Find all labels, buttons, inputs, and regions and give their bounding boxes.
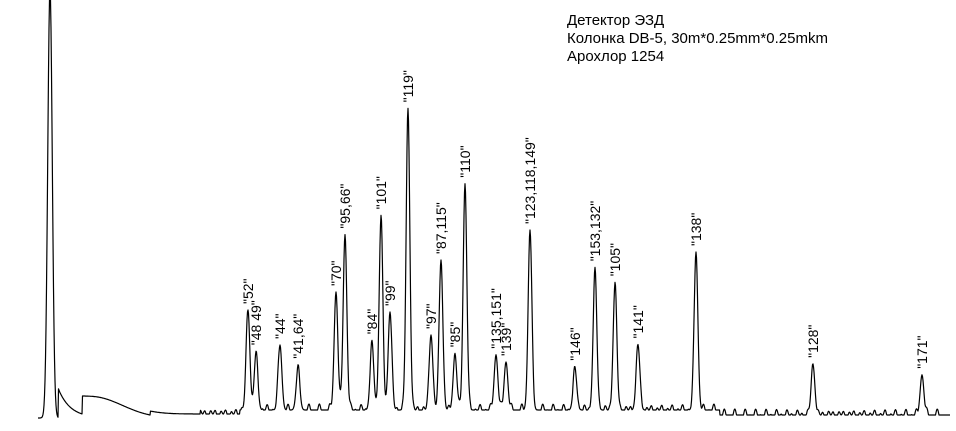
peak-label-23: "171" <box>914 335 930 368</box>
chromatogram-trace <box>37 0 951 419</box>
chart-title-block: Детектор ЭЗД Колонка DB-5, 30m*0.25mm*0.… <box>567 12 828 66</box>
peak-label-5: "95,66" <box>337 184 353 229</box>
peak-label-15: "139" <box>498 323 514 356</box>
column-label: Колонка DB-5, 30m*0.25mm*0.25mkm <box>567 30 828 47</box>
peak-label-2: "44" <box>272 313 288 339</box>
peak-label-1: "48 49" <box>248 300 264 345</box>
peak-label-22: "128" <box>805 325 821 358</box>
peak-label-13: "110" <box>457 145 473 177</box>
sample-label: Арохлор 1254 <box>567 48 665 65</box>
peak-label-19: "105" <box>607 243 623 276</box>
peak-label-14: "135,151" <box>488 288 504 349</box>
peak-label-9: "119" <box>400 70 416 102</box>
peak-label-8: "99" <box>382 280 398 306</box>
detector-label: Детектор ЭЗД <box>567 12 665 29</box>
peak-labels: "52""48 49" "44" "41,64" "70" "95,66" "84" "10… <box>240 70 930 369</box>
peak-label-7: "101" <box>373 176 389 209</box>
peak-label-10: "97" <box>423 303 439 329</box>
peak-label-17: "146" <box>567 327 583 360</box>
peak-label-0: "52" <box>240 278 256 304</box>
peak-label-18: "153,132" <box>587 201 603 262</box>
peak-label-21: "138" <box>688 213 704 246</box>
peak-label-11: "87,115" <box>433 202 449 254</box>
peak-label-3: "41,64" <box>290 314 306 359</box>
peak-label-20: "141" <box>630 305 646 338</box>
peak-label-12: "85" <box>447 322 463 348</box>
peak-label-6: "84" <box>364 309 380 335</box>
peak-label-16: "123,118,149" <box>522 137 538 224</box>
peak-label-4: "70" <box>328 260 344 286</box>
